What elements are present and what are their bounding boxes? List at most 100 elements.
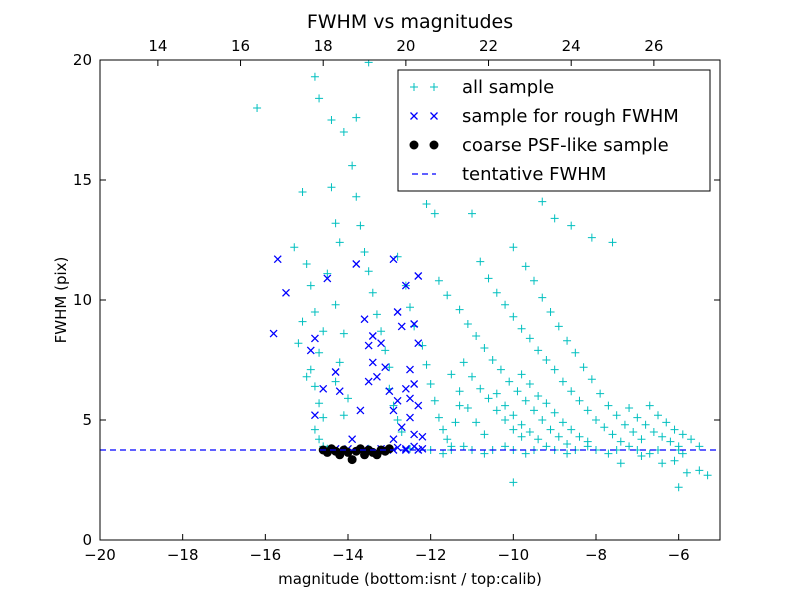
data-point-glyph: [517, 432, 526, 441]
data-point-glyph: [513, 387, 522, 396]
data-point-glyph: [509, 312, 518, 321]
data-point: [542, 442, 551, 451]
data-point: [616, 437, 625, 446]
data-point: [558, 418, 567, 427]
data-point: [571, 348, 580, 357]
data-point: [335, 387, 344, 396]
data-point: [418, 341, 427, 350]
data-point: [604, 401, 613, 410]
data-point: [451, 418, 460, 427]
data-point-glyph: [393, 308, 402, 316]
data-point-glyph: [662, 418, 671, 427]
data-point: [476, 257, 485, 266]
data-point: [426, 380, 435, 388]
data-point: [269, 329, 278, 338]
data-point-glyph: [476, 384, 485, 393]
data-point: [352, 113, 361, 122]
data-point: [459, 358, 468, 367]
data-point-glyph: [451, 418, 460, 427]
data-point-glyph: [393, 416, 402, 424]
data-point: [501, 442, 510, 451]
data-point: [339, 128, 348, 136]
data-point-glyph: [687, 435, 696, 444]
data-point-glyph: [344, 394, 352, 403]
data-point-glyph: [327, 116, 336, 124]
data-point-glyph: [426, 380, 435, 388]
axis-ticks: −20 −18 −16 −14 −12 −10 −8 −6 0 5 10 15 20 14 16 18 20 22…: [73, 37, 720, 564]
data-point: [608, 238, 617, 247]
data-point: [554, 432, 563, 441]
legend-marker: [409, 140, 419, 150]
data-point: [323, 269, 332, 278]
data-point: [302, 372, 311, 381]
data-point: [455, 401, 464, 410]
data-point: [587, 375, 596, 384]
data-point-glyph: [534, 435, 543, 444]
data-point: [439, 425, 448, 434]
data-point: [695, 466, 704, 475]
data-point: [538, 293, 547, 302]
data-point: [633, 413, 642, 422]
data-point-glyph: [583, 442, 592, 451]
data-point: [637, 435, 646, 444]
data-point-glyph: [542, 356, 551, 364]
data-point-glyph: [368, 288, 377, 297]
data-point: [315, 94, 324, 103]
data-point: [306, 281, 315, 290]
data-point-glyph: [335, 387, 344, 396]
data-point: [530, 406, 538, 415]
x-axis-label: magnitude (bottom:isnt / top:calib): [278, 570, 542, 588]
data-point-glyph: [600, 423, 609, 432]
data-point-glyph: [339, 128, 348, 136]
data-point: [592, 416, 600, 424]
data-point-glyph: [534, 392, 543, 400]
x-tick-label: −6: [668, 546, 690, 564]
data-point: [331, 368, 340, 376]
data-point-glyph: [563, 449, 572, 458]
data-point-glyph: [509, 243, 518, 252]
data-point-glyph: [331, 219, 340, 228]
data-point: [534, 435, 543, 444]
y-tick-label: 5: [82, 411, 92, 429]
data-point: [327, 183, 336, 192]
data-point: [315, 435, 324, 444]
data-point-glyph: [608, 430, 617, 439]
data-point-glyph: [282, 288, 290, 297]
legend-marker: [430, 112, 438, 120]
top-x-tick-label: 16: [231, 37, 250, 55]
data-point-glyph: [476, 257, 485, 266]
data-point-glyph: [372, 310, 381, 319]
data-point: [583, 442, 592, 451]
data-point-glyph: [682, 468, 691, 477]
data-point: [410, 430, 419, 439]
data-point-glyph: [352, 113, 361, 122]
data-point-glyph: [583, 406, 592, 415]
legend-label: coarse PSF-like sample: [462, 135, 669, 156]
data-point-glyph: [567, 425, 576, 434]
data-point-glyph: [678, 449, 687, 458]
data-point-glyph: [480, 449, 489, 458]
data-point: [434, 276, 443, 285]
data-point-glyph: [298, 317, 307, 326]
x-tick-label: −10: [498, 546, 530, 564]
data-point-glyph: [670, 425, 679, 434]
top-x-tick-label: 14: [148, 37, 167, 55]
data-point: [583, 406, 592, 415]
data-point-glyph: [310, 382, 319, 391]
data-point-glyph: [592, 416, 600, 424]
data-point-glyph: [418, 341, 427, 350]
data-point: [253, 104, 262, 112]
data-point-glyph: [620, 420, 629, 429]
data-point: [335, 238, 344, 247]
data-point-glyph: [525, 380, 534, 388]
data-point: [662, 418, 671, 427]
data-point: [563, 440, 572, 448]
data-point: [455, 387, 464, 396]
data-point: [666, 437, 675, 446]
data-point: [513, 387, 522, 396]
data-point: [356, 221, 365, 230]
data-point-glyph: [434, 276, 443, 285]
data-point: [517, 420, 526, 429]
data-point-glyph: [484, 394, 493, 403]
data-point: [290, 243, 299, 252]
